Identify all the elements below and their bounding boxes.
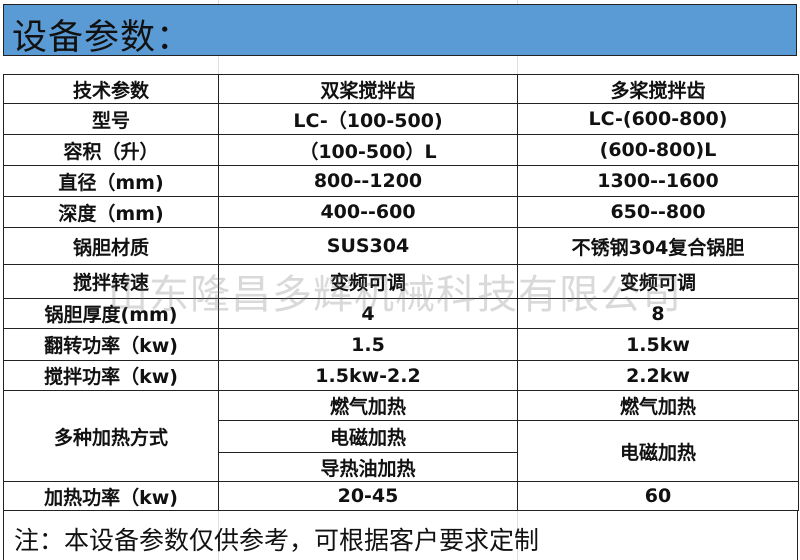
header-cell: 双桨搅拌齿 — [218, 74, 518, 104]
header-cell: 技术参数 — [3, 74, 219, 104]
cell: 60 — [517, 481, 799, 511]
cell: 1.5kw — [517, 328, 799, 361]
cell: 燃气加热 — [517, 390, 799, 421]
cell: 20-45 — [218, 481, 518, 511]
cell: 1.5 — [218, 328, 518, 361]
param-label: 搅拌功率（kw) — [3, 360, 219, 391]
cell: 变频可调 — [517, 264, 799, 299]
cell: 400--600 — [218, 196, 518, 228]
cell: 1300--1600 — [517, 165, 799, 197]
table-header-row: 技术参数 双桨搅拌齿 多桨搅拌齿 — [3, 74, 799, 104]
table-row: 加热功率（kw) 20-45 60 — [3, 481, 799, 511]
cell: 4 — [218, 298, 518, 329]
cell: 电磁加热 — [218, 420, 518, 453]
table-row: 容积（升） （100-500）L (600-800)L — [3, 134, 799, 166]
table-row: 直径（mm) 800--1200 1300--1600 — [3, 165, 799, 197]
param-label: 深度（mm) — [3, 196, 219, 228]
param-label: 多种加热方式 — [3, 390, 219, 482]
cell: 变频可调 — [218, 264, 518, 299]
table-row: 深度（mm) 400--600 650--800 — [3, 196, 799, 228]
table-row: 搅拌转速 变频可调 变频可调 — [3, 264, 799, 299]
param-label: 翻转功率（kw) — [3, 328, 219, 361]
table-row: 搅拌功率（kw) 1.5kw-2.2 2.2kw — [3, 360, 799, 391]
param-label: 加热功率（kw) — [3, 481, 219, 511]
cell: 2.2kw — [517, 360, 799, 391]
param-label: 锅胆材质 — [3, 227, 219, 265]
table-row: 导热油加热 — [4, 452, 799, 482]
cell: LC-(600-800) — [517, 103, 799, 135]
param-label: 搅拌转速 — [3, 264, 219, 299]
table-row: 锅胆材质 SUS304 不锈钢304复合锅胆 — [3, 227, 799, 265]
table-row: 型号 LC-（100-500) LC-(600-800) — [3, 103, 799, 135]
footnote: 注：本设备参数仅供参考，可根据客户要求定制 — [3, 510, 798, 560]
param-label: 锅胆厚度(mm) — [3, 298, 219, 329]
cell: 燃气加热 — [218, 390, 518, 421]
cell: 不锈钢304复合锅胆 — [517, 227, 799, 265]
footnote-text: 注：本设备参数仅供参考，可根据客户要求定制 — [14, 526, 540, 555]
table-row: 多种加热方式 燃气加热 燃气加热 — [3, 390, 799, 482]
parameters-table: 技术参数 双桨搅拌齿 多桨搅拌齿 型号 LC-（100-500) LC-(600… — [3, 74, 799, 511]
cell: 8 — [517, 298, 799, 329]
table-row: 锅胆厚度(mm) 4 8 — [3, 298, 799, 329]
cell: SUS304 — [218, 227, 518, 265]
title-band: 设备参数： — [3, 4, 797, 58]
cell: 电磁加热 — [517, 420, 799, 482]
cell: （100-500）L — [218, 134, 518, 166]
param-label: 容积（升） — [3, 134, 219, 166]
cell: 800--1200 — [218, 165, 518, 197]
page-title: 设备参数： — [12, 18, 193, 58]
param-label: 型号 — [3, 103, 219, 135]
header-cell: 多桨搅拌齿 — [517, 74, 799, 104]
table-row: 翻转功率（kw) 1.5 1.5kw — [3, 328, 799, 361]
param-label: 直径（mm) — [3, 165, 219, 197]
cell: 导热油加热 — [218, 452, 518, 482]
cell: (600-800)L — [517, 134, 799, 166]
cell: 650--800 — [517, 196, 799, 228]
cell: 1.5kw-2.2 — [218, 360, 518, 391]
cell: LC-（100-500) — [218, 103, 518, 135]
